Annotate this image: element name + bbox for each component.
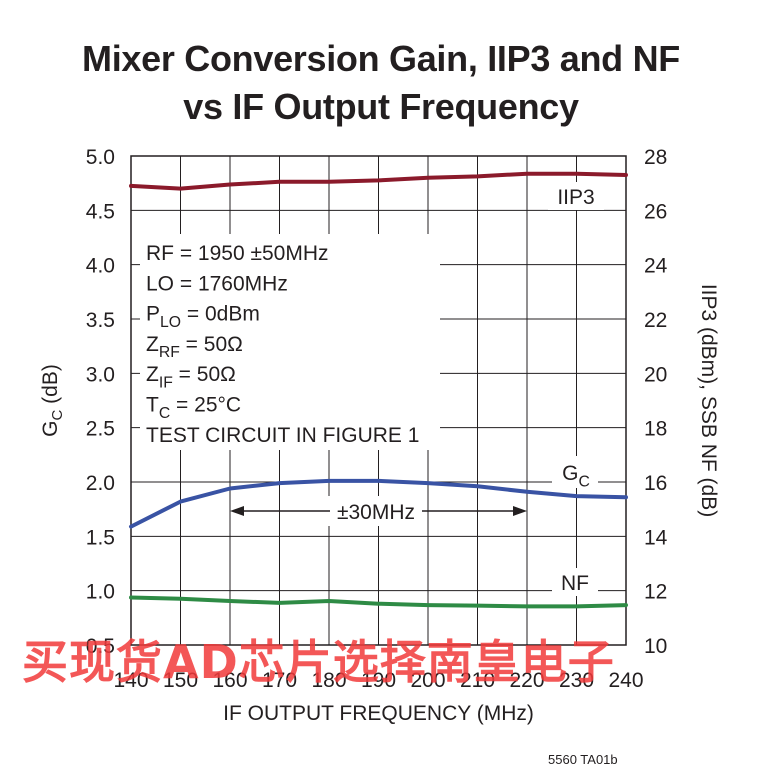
y-right-tick-label: 24 — [644, 255, 668, 278]
series-label-gc: GC — [562, 462, 590, 490]
gc-label-box — [552, 456, 598, 488]
x-tick-label: 160 — [212, 669, 247, 692]
x-tick-label: 140 — [113, 669, 148, 692]
y-left-tick-label: 0.5 — [86, 635, 115, 658]
series-line-iip3 — [129, 171, 628, 191]
x-tick-label: 240 — [608, 669, 643, 692]
plot-frame — [130, 155, 627, 646]
y-left-tick-label: 4.5 — [86, 200, 115, 223]
y-left-tick-label: 1.5 — [86, 526, 115, 549]
chart-subtitle: vs IF Output Frequency — [183, 86, 579, 127]
series-line-nf — [129, 595, 628, 609]
x-tick-label: 170 — [262, 669, 297, 692]
y-right-tick-label: 14 — [644, 526, 668, 549]
iip3-label-box — [548, 182, 604, 210]
y-right-tick-label: 28 — [644, 146, 667, 169]
y-left-tick-label: 3.0 — [86, 363, 115, 386]
x-tick-label: 220 — [509, 669, 544, 692]
y-right-tick-label: 16 — [644, 472, 667, 495]
x-axis-label: IF OUTPUT FREQUENCY (MHz) — [223, 702, 534, 725]
y-left-axis-label: GC (dB) — [39, 364, 66, 437]
y-left-tick-label: 2.0 — [86, 472, 115, 495]
condition-line: RF = 1950 ±50MHz — [146, 242, 329, 265]
y-right-tick-label: 26 — [644, 200, 667, 223]
y-right-tick-label: 22 — [644, 309, 667, 332]
nf-label-box — [552, 568, 598, 596]
span-arrowhead-left — [230, 506, 244, 516]
condition-line: TC = 25°C — [146, 394, 241, 422]
y-left-tick-label: 3.5 — [86, 309, 115, 332]
y-left-tick-label: 4.0 — [86, 255, 115, 278]
y-right-tick-label: 10 — [644, 635, 667, 658]
condition-line: PLO = 0dBm — [146, 303, 260, 331]
y-left-tick-label: 5.0 — [86, 146, 115, 169]
span-label: ±30MHz — [337, 501, 415, 524]
series-label-iip3: IIP3 — [557, 186, 594, 209]
x-tick-label: 200 — [410, 669, 445, 692]
x-tick-label: 210 — [460, 669, 495, 692]
y-left-tick-label: 1.0 — [86, 581, 115, 604]
y-right-tick-label: 20 — [644, 363, 667, 386]
span-arrowhead-right — [513, 506, 527, 516]
y-right-tick-label: 18 — [644, 418, 667, 441]
x-tick-label: 150 — [163, 669, 198, 692]
chart-title: Mixer Conversion Gain, IIP3 and NF — [82, 38, 680, 79]
condition-line: ZIF = 50Ω — [146, 363, 236, 391]
x-tick-label: 190 — [361, 669, 396, 692]
y-left-tick-label: 2.5 — [86, 418, 115, 441]
series-label-nf: NF — [561, 572, 589, 595]
span-label-box — [328, 496, 424, 526]
figure-id: 5560 TA01b — [548, 752, 618, 767]
y-right-axis-label: IIP3 (dBm), SSB NF (dB) — [697, 284, 720, 517]
conditions-box — [140, 234, 440, 450]
condition-line: TEST CIRCUIT IN FIGURE 1 — [146, 424, 419, 447]
condition-line: ZRF = 50Ω — [146, 333, 243, 361]
y-right-tick-label: 12 — [644, 581, 667, 604]
series-line-gc — [129, 478, 628, 529]
x-tick-label: 180 — [311, 669, 346, 692]
condition-line: LO = 1760MHz — [146, 272, 288, 295]
watermark-text: 买现货AD芯片选择南皇电子 — [22, 635, 615, 689]
x-tick-label: 230 — [559, 669, 594, 692]
